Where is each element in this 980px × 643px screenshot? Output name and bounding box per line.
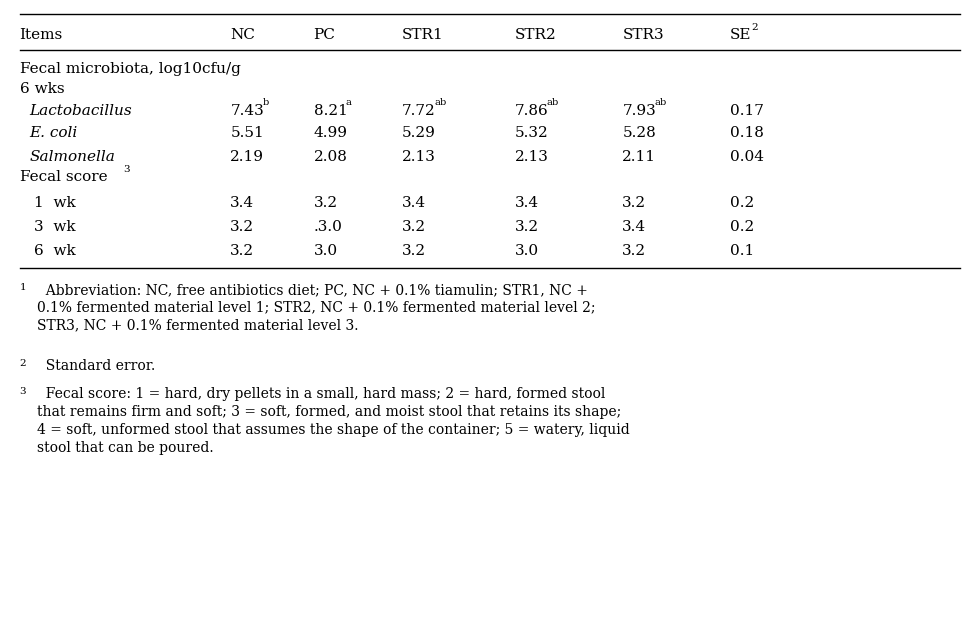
Text: NC: NC [230, 28, 255, 42]
Text: Fecal microbiota, log10cfu/g: Fecal microbiota, log10cfu/g [20, 62, 240, 76]
Text: 7.72: 7.72 [402, 104, 435, 118]
Text: Lactobacillus: Lactobacillus [29, 104, 132, 118]
Text: Fecal score: Fecal score [20, 170, 107, 185]
Text: Items: Items [20, 28, 63, 42]
Text: 3.2: 3.2 [230, 220, 255, 234]
Text: 3.2: 3.2 [314, 195, 338, 210]
Text: Abbreviation: NC, free antibiotics diet; PC, NC + 0.1% tiamulin; STR1, NC +
0.1%: Abbreviation: NC, free antibiotics diet;… [37, 283, 596, 332]
Text: 3.4: 3.4 [402, 195, 426, 210]
Text: 1  wk: 1 wk [34, 195, 76, 210]
Text: 6  wk: 6 wk [34, 244, 76, 258]
Text: 6 wks: 6 wks [20, 82, 65, 96]
Text: 3.4: 3.4 [514, 195, 539, 210]
Text: 3: 3 [20, 387, 26, 396]
Text: 0.17: 0.17 [730, 104, 764, 118]
Text: a: a [346, 98, 352, 107]
Text: 0.18: 0.18 [730, 126, 764, 140]
Text: Salmonella: Salmonella [29, 150, 116, 164]
Text: SE: SE [730, 28, 752, 42]
Text: 3.2: 3.2 [230, 244, 255, 258]
Text: 2.13: 2.13 [402, 150, 436, 164]
Text: b: b [263, 98, 269, 107]
Text: ab: ab [655, 98, 666, 107]
Text: ab: ab [434, 98, 446, 107]
Text: 0.04: 0.04 [730, 150, 764, 164]
Text: 5.28: 5.28 [622, 126, 656, 140]
Text: 3.2: 3.2 [514, 220, 539, 234]
Text: 8.21: 8.21 [314, 104, 348, 118]
Text: 7.86: 7.86 [514, 104, 548, 118]
Text: 3.0: 3.0 [514, 244, 539, 258]
Text: 3.4: 3.4 [622, 220, 647, 234]
Text: 3.2: 3.2 [402, 244, 426, 258]
Text: ab: ab [547, 98, 560, 107]
Text: 0.2: 0.2 [730, 220, 755, 234]
Text: PC: PC [314, 28, 335, 42]
Text: 5.51: 5.51 [230, 126, 264, 140]
Text: 2: 2 [20, 359, 26, 368]
Text: 3.2: 3.2 [622, 195, 647, 210]
Text: 3  wk: 3 wk [34, 220, 75, 234]
Text: 4.99: 4.99 [314, 126, 348, 140]
Text: 5.32: 5.32 [514, 126, 548, 140]
Text: 1: 1 [20, 283, 26, 292]
Text: STR1: STR1 [402, 28, 444, 42]
Text: 3.0: 3.0 [314, 244, 338, 258]
Text: 0.2: 0.2 [730, 195, 755, 210]
Text: .3.0: .3.0 [314, 220, 342, 234]
Text: 3.4: 3.4 [230, 195, 255, 210]
Text: 2.11: 2.11 [622, 150, 657, 164]
Text: E. coli: E. coli [29, 126, 77, 140]
Text: Fecal score: 1 = hard, dry pellets in a small, hard mass; 2 = hard, formed stool: Fecal score: 1 = hard, dry pellets in a … [37, 387, 630, 455]
Text: 3.2: 3.2 [402, 220, 426, 234]
Text: 2.08: 2.08 [314, 150, 348, 164]
Text: STR3: STR3 [622, 28, 663, 42]
Text: 7.43: 7.43 [230, 104, 264, 118]
Text: 5.29: 5.29 [402, 126, 436, 140]
Text: 0.1: 0.1 [730, 244, 755, 258]
Text: 2: 2 [752, 23, 759, 32]
Text: 7.93: 7.93 [622, 104, 656, 118]
Text: 3.2: 3.2 [622, 244, 647, 258]
Text: 2.13: 2.13 [514, 150, 549, 164]
Text: 2.19: 2.19 [230, 150, 265, 164]
Text: Standard error.: Standard error. [37, 359, 156, 374]
Text: 3: 3 [123, 165, 130, 174]
Text: STR2: STR2 [514, 28, 557, 42]
